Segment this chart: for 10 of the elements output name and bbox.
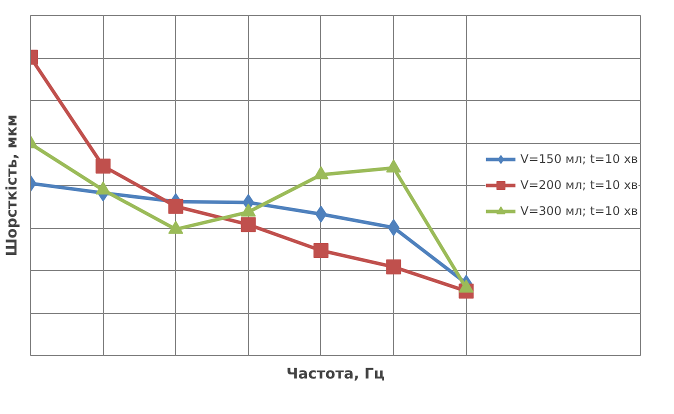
x-axis-title: Частота, Гц bbox=[286, 366, 385, 382]
legend-label: V=150 мл; t=10 хв bbox=[520, 152, 638, 166]
legend-label: V=200 мл; t=10 хв bbox=[520, 178, 638, 192]
point bbox=[96, 158, 111, 174]
point bbox=[240, 217, 256, 232]
point bbox=[168, 198, 184, 214]
point bbox=[313, 243, 328, 258]
y-axis-title: Шорсткість, мкм bbox=[4, 114, 20, 256]
point bbox=[386, 259, 402, 274]
legend-label: V=300 мл; t=10 хв bbox=[520, 204, 638, 218]
